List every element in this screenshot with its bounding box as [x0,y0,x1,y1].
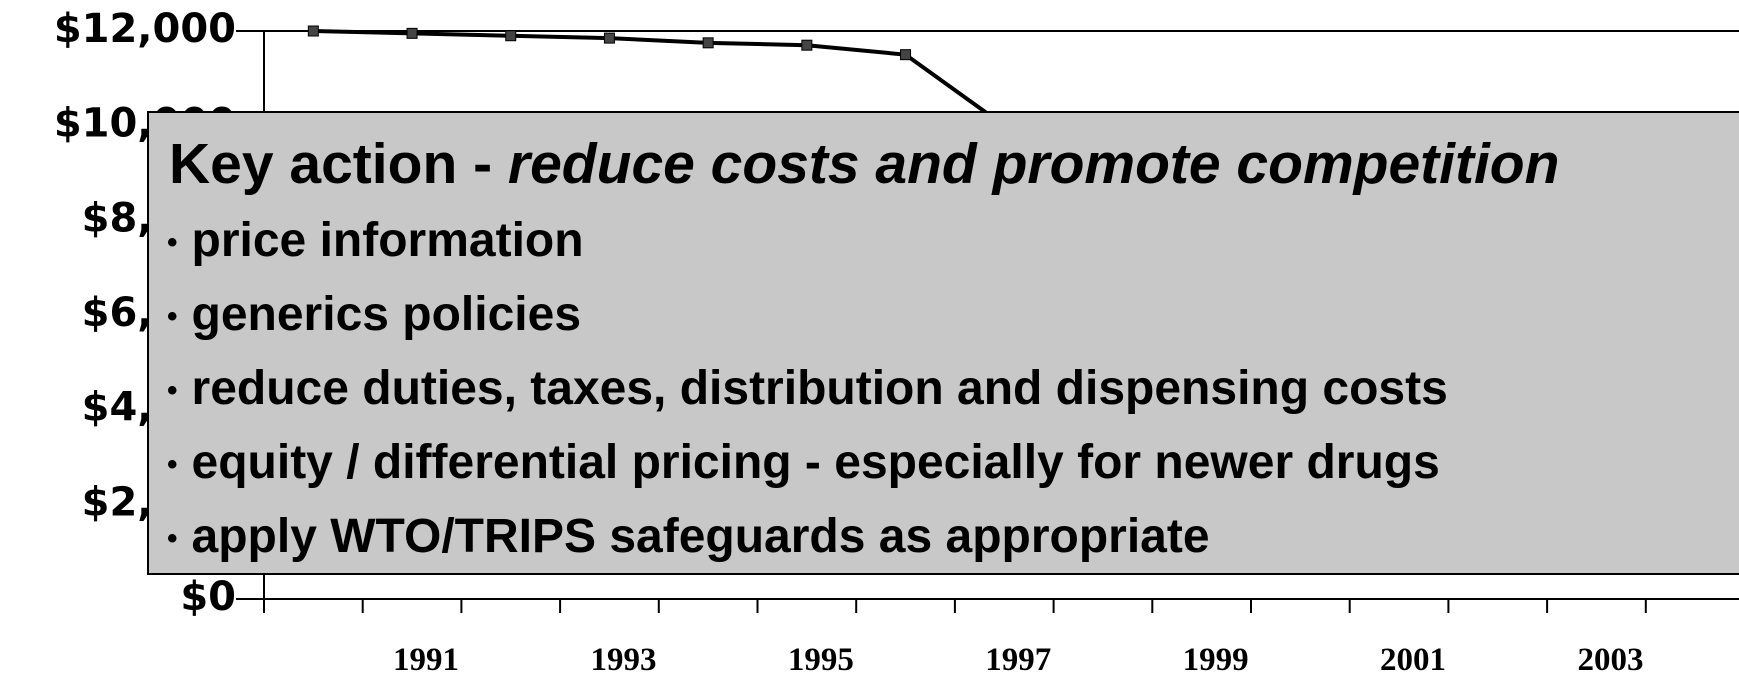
marker [307,25,319,37]
bullet: reduce duties, taxes, distribution and d… [167,361,1448,435]
callout-title: Key action - reduce costs and promote co… [169,131,1559,197]
bullet: apply WTO/TRIPS safeguards as appropriat… [167,509,1448,583]
bullet-list: price informationgenerics policiesreduce… [167,213,1448,583]
x-tick-label: 2003 [1577,642,1643,675]
marker [603,32,615,44]
x-tick-label: 1999 [1183,642,1249,675]
y-tick-label: $12,000 [54,6,236,52]
marker [406,27,418,39]
marker [505,30,517,42]
marker [900,49,912,61]
marker [801,39,813,51]
bullet: price information [167,213,1448,287]
line [313,29,1006,128]
title-emphasis: reduce costs and promote competition [507,132,1560,196]
callout: Key action - reduce costs and promote co… [147,111,1739,575]
x-tick-label: 1993 [590,642,656,675]
marker [702,37,714,49]
x-tick-label: 2001 [1380,642,1446,675]
bullet: generics policies [167,287,1448,361]
x-tick-label: 1991 [393,642,459,675]
x-tick-label: 1997 [985,642,1051,675]
bullet: equity / differential pricing - especial… [167,435,1448,509]
title-prefix: Key action - [169,132,508,196]
x-tick-label: 1995 [788,642,854,675]
